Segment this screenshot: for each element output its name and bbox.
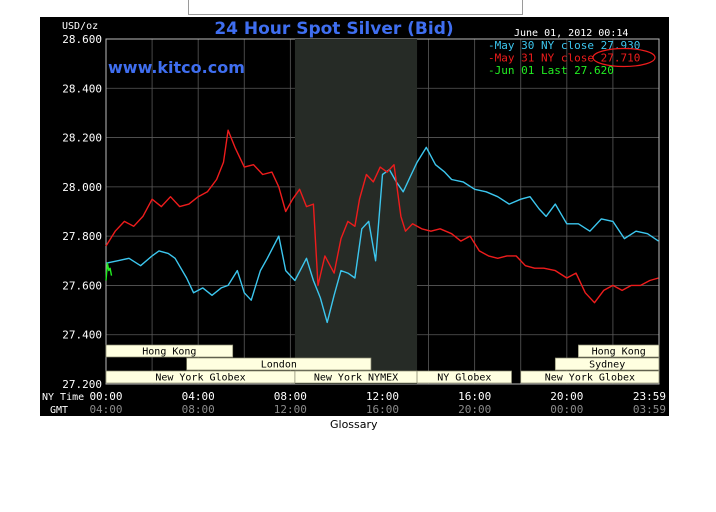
glossary-link[interactable]: Glossary — [330, 418, 378, 431]
x-tick-label: 16:00 — [458, 390, 491, 403]
market-sessions: Hong Kong Hong Kong London Sydney New York G… — [105, 344, 660, 384]
y-tick-label: 28.400 — [62, 82, 102, 95]
session-band: NY Globex — [416, 370, 512, 384]
nymex-shaded-region — [294, 39, 418, 384]
y-tick-label: 28.000 — [62, 181, 102, 194]
x-tick-labels: 00:00 04:00 08:00 12:00 16:00 20:00 23:5904:00… — [89, 390, 666, 416]
legend-entry: -May 30 NY close 27.930 — [488, 39, 640, 52]
x-tick-label: 03:59 — [633, 403, 666, 416]
top-input-box — [188, 0, 523, 15]
x-tick-label: 12:00 — [274, 403, 307, 416]
session-band: New York Globex — [105, 370, 296, 384]
session-band: New York Globex — [520, 370, 660, 384]
y-tick-labels: 28.600 28.400 28.200 28.000 27.800 27.600 27.4… — [62, 33, 102, 391]
x-tick-label: 20:00 — [550, 390, 583, 403]
x-tick-label: 00:00 — [550, 403, 583, 416]
gmt-axis-label: GMT — [50, 405, 68, 416]
session-band: Hong Kong — [105, 344, 234, 358]
ny-time-axis-label: NY Time — [42, 392, 84, 403]
y-tick-label: 27.600 — [62, 279, 102, 292]
y-tick-label: 27.200 — [62, 378, 102, 391]
session-label: Sydney — [589, 360, 625, 371]
session-label: New York Globex — [545, 373, 635, 384]
x-tick-label: 00:00 — [89, 390, 122, 403]
series-line-jun-01 — [105, 262, 113, 281]
series-line-may-31 — [105, 129, 659, 304]
session-label: New York NYMEX — [314, 373, 398, 384]
legend-highlight-circle — [592, 47, 656, 68]
legend-entry: -May 31 NY close 27.710 — [488, 52, 640, 65]
unit-label: USD/oz — [62, 21, 98, 32]
x-tick-label: 04:00 — [89, 403, 122, 416]
chart-title: 24 Hour Spot Silver (Bid) — [214, 19, 453, 39]
legend: -May 30 NY close 27.930-May 31 NY close … — [488, 39, 656, 77]
x-tick-label: 23:59 — [633, 390, 666, 403]
date-time-label: June 01, 2012 00:14 — [514, 28, 628, 39]
x-tick-label: 16:00 — [366, 403, 399, 416]
silver-price-chart: 28.600 28.400 28.200 28.000 27.800 27.600 27.4… — [42, 19, 666, 416]
x-tick-label: 04:00 — [182, 390, 215, 403]
session-label: Hong Kong — [142, 347, 196, 358]
y-tick-label: 28.600 — [62, 33, 102, 46]
session-band: Sydney — [554, 357, 660, 371]
session-label: London — [261, 360, 297, 371]
x-tick-label: 12:00 — [366, 390, 399, 403]
y-tick-label: 28.200 — [62, 132, 102, 145]
session-band: Hong Kong — [578, 344, 660, 358]
y-tick-label: 27.800 — [62, 230, 102, 243]
website-label: www.kitco.com — [108, 58, 245, 77]
nymex-shade — [294, 39, 418, 384]
x-tick-label: 20:00 — [458, 403, 491, 416]
session-label: Hong Kong — [592, 347, 646, 358]
x-tick-label: 08:00 — [274, 390, 307, 403]
series-line-may-30 — [105, 146, 659, 324]
session-band: London — [186, 357, 372, 371]
session-label: NY Globex — [437, 373, 491, 384]
legend-entry: -Jun 01 Last 27.620 — [488, 64, 614, 77]
price-series — [105, 129, 659, 324]
session-band: New York NYMEX — [294, 370, 418, 384]
session-label: New York Globex — [155, 373, 245, 384]
y-tick-label: 27.400 — [62, 329, 102, 342]
x-tick-label: 08:00 — [182, 403, 215, 416]
